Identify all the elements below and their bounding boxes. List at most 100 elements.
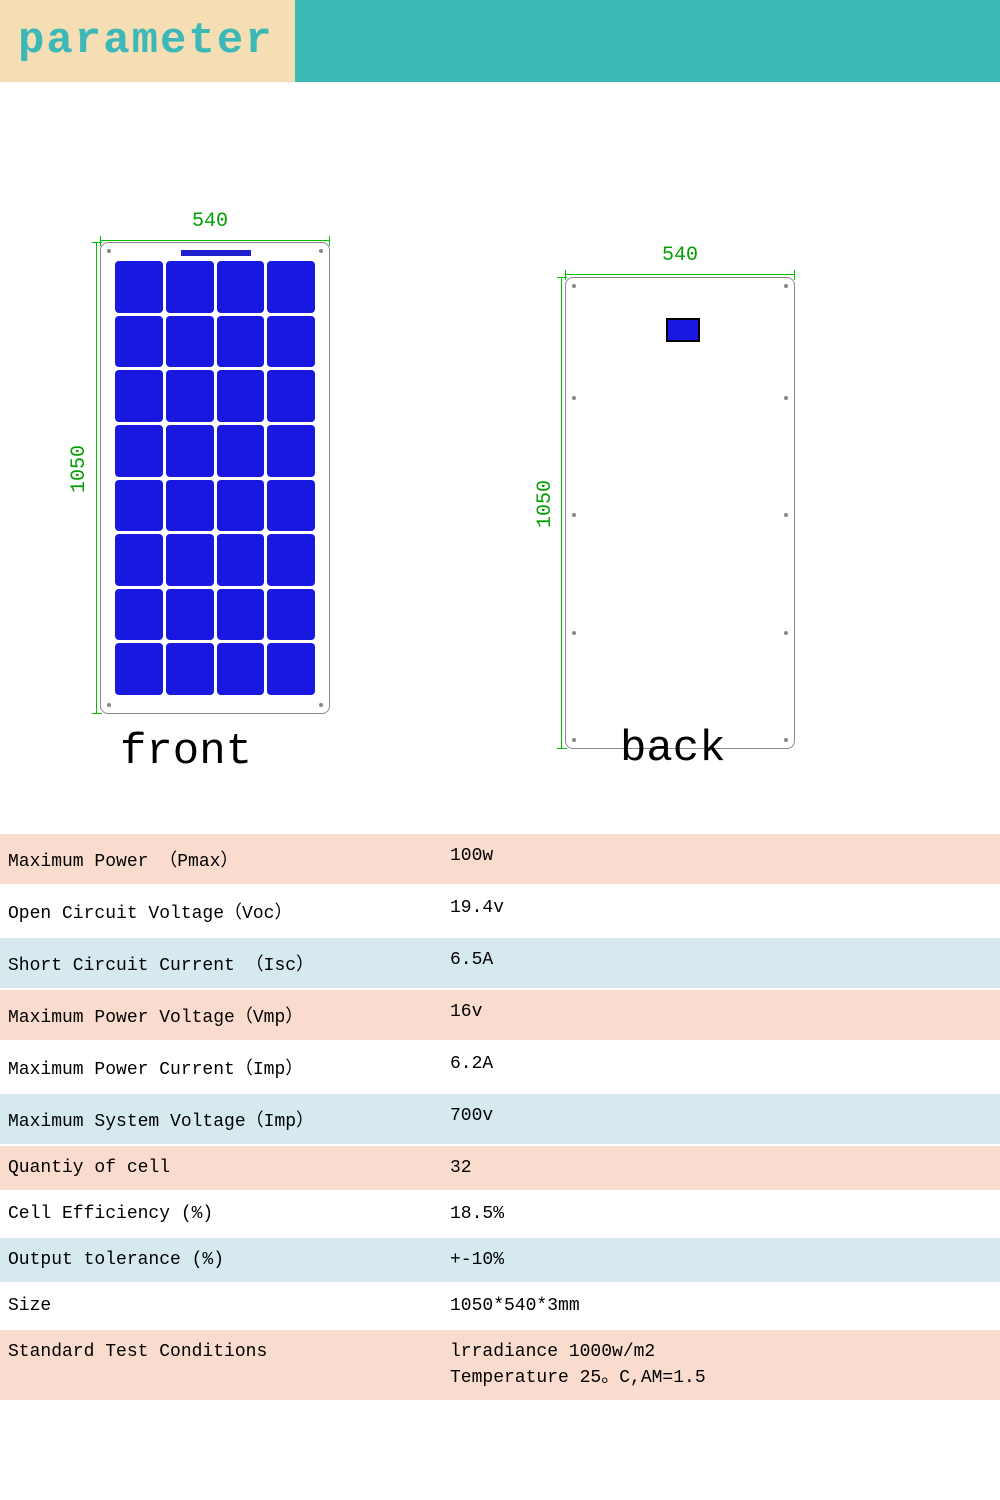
spec-row: Maximum Power Voltage（Vmp） 16v [0,990,1000,1040]
solar-cell [267,643,315,695]
spec-value: 700v [440,1094,1000,1144]
solar-cell [115,534,163,586]
solar-cell [115,261,163,313]
junction-box-icon [666,318,700,342]
mount-hole-icon [107,249,111,253]
solar-cell [217,261,265,313]
spec-value: 18.5% [440,1192,1000,1236]
solar-cell [115,316,163,368]
spec-name: Cell Efficiency (%) [0,1192,440,1236]
spec-value: 6.2A [440,1042,1000,1092]
solar-cell [166,370,214,422]
spec-name: Maximum Power Current（Imp） [0,1042,440,1092]
solar-cell [267,425,315,477]
spec-row: Size 1050*540*3mm [0,1284,1000,1328]
spec-row: Open Circuit Voltage（Voc）19.4v [0,886,1000,936]
solar-cell [217,370,265,422]
front-cells-grid [115,261,315,695]
spec-name: Output tolerance (%) [0,1238,440,1282]
back-height-dimline [561,277,562,749]
spec-row: Maximum System Voltage（Imp） 700v [0,1094,1000,1144]
solar-cell [115,589,163,641]
spec-row: Output tolerance (%) +-10% [0,1238,1000,1282]
mount-hole-icon [572,284,576,288]
mount-hole-icon [784,738,788,742]
mount-hole-icon [572,396,576,400]
solar-cell [217,425,265,477]
solar-cell [115,425,163,477]
spec-row: Cell Efficiency (%) 18.5% [0,1192,1000,1236]
spec-name: Maximum Power Voltage（Vmp） [0,990,440,1040]
diagrams-area: 540 1050 front 540 1050 [0,82,1000,832]
solar-cell [217,534,265,586]
mount-hole-icon [572,738,576,742]
front-height-dimline [96,242,97,714]
solar-cell [267,370,315,422]
spec-value: +-10% [440,1238,1000,1282]
spec-value: 6.5A [440,938,1000,988]
front-width-dimline [100,240,330,241]
spec-value: 32 [440,1146,1000,1190]
header-bar: parameter [0,0,1000,82]
spec-name: Standard Test Conditions [0,1330,440,1400]
solar-cell [217,316,265,368]
solar-cell [267,534,315,586]
solar-cell [267,316,315,368]
solar-cell [217,480,265,532]
mount-hole-icon [107,703,111,707]
spec-value: 1050*540*3mm [440,1284,1000,1328]
header-left-block: parameter [0,0,295,82]
spec-value: 100w [440,834,1000,884]
back-width-label: 540 [625,244,735,267]
front-view-label: front [120,727,252,777]
spec-value: 16v [440,990,1000,1040]
front-panel-border [100,242,330,714]
header-right-block [295,0,1000,82]
mount-hole-icon [572,631,576,635]
spec-row: Standard Test Conditionslrradiance 1000w… [0,1330,1000,1400]
mount-hole-icon [319,703,323,707]
page-title: parameter [18,16,274,66]
back-panel-border [565,277,795,749]
spec-row: Maximum Power Current（Imp） 6.2A [0,1042,1000,1092]
mount-hole-icon [784,513,788,517]
spec-value: lrradiance 1000w/m2 Temperature 25。C,AM=… [440,1330,1000,1400]
spec-value: 19.4v [440,886,1000,936]
mount-hole-icon [784,396,788,400]
front-width-label: 540 [155,210,265,233]
spec-name: Quantiy of cell [0,1146,440,1190]
solar-cell [166,425,214,477]
spec-name: Short Circuit Current （Isc） [0,938,440,988]
solar-cell [166,480,214,532]
spec-name: Size [0,1284,440,1328]
back-height-label: 1050 [534,480,557,528]
solar-cell [115,370,163,422]
mount-hole-icon [784,631,788,635]
solar-cell [217,643,265,695]
front-top-connector-strip [181,250,251,256]
mount-hole-icon [319,249,323,253]
mount-hole-icon [572,513,576,517]
solar-cell [166,316,214,368]
solar-cell [267,261,315,313]
back-width-dimline [565,274,795,275]
front-height-label: 1050 [68,445,91,493]
mount-hole-icon [784,284,788,288]
solar-cell [166,261,214,313]
spec-row: Short Circuit Current （Isc） 6.5A [0,938,1000,988]
solar-cell [115,643,163,695]
solar-cell [267,480,315,532]
spec-name: Maximum System Voltage（Imp） [0,1094,440,1144]
solar-cell [115,480,163,532]
spec-name: Open Circuit Voltage（Voc） [0,886,440,936]
solar-cell [166,643,214,695]
solar-cell [166,589,214,641]
spec-table: Maximum Power （Pmax）100wOpen Circuit Vol… [0,832,1000,1402]
spec-row: Quantiy of cell 32 [0,1146,1000,1190]
back-view-label: back [620,724,726,774]
spec-name: Maximum Power （Pmax） [0,834,440,884]
solar-cell [217,589,265,641]
spec-row: Maximum Power （Pmax）100w [0,834,1000,884]
solar-cell [267,589,315,641]
solar-cell [166,534,214,586]
